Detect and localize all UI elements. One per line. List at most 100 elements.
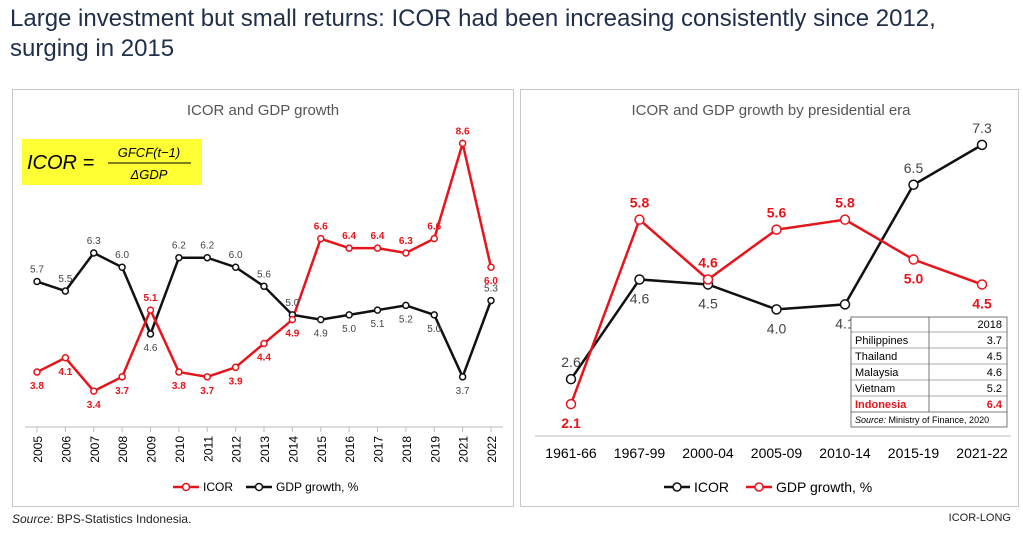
gdp-data-label: 5.6 xyxy=(257,269,271,280)
inset-value-highlight: 6.4 xyxy=(987,399,1003,411)
icor-data-label: 3.9 xyxy=(229,376,243,387)
icor-point xyxy=(976,139,988,151)
legend-icor-label: ICOR xyxy=(694,479,729,495)
icor-point xyxy=(458,139,467,148)
legend-left: ICOR GDP growth, % xyxy=(173,480,359,494)
x-tick-label: 2021 xyxy=(457,436,471,463)
inset-table-header: 2018 xyxy=(978,319,1002,331)
gdp-data-label: 6.0 xyxy=(115,250,129,261)
icor-gdp-chart-panel: ICOR and GDP growth ICOR = GFCF(t−1) ΔGD… xyxy=(12,89,514,507)
x-tick-label: 2014 xyxy=(286,436,300,463)
icor-data-label: 4.5 xyxy=(698,295,718,311)
formula-box: ICOR = GFCF(t−1) ΔGDP xyxy=(22,139,202,185)
icor-point xyxy=(373,244,382,252)
gdp-point xyxy=(146,330,155,338)
gdp-data-label: 5.0 xyxy=(342,324,356,335)
gdp-data-label: 4.9 xyxy=(314,329,328,340)
x-tick-label: 2005 xyxy=(31,436,45,463)
x-tick-label: 1967-99 xyxy=(614,445,666,461)
icor-point xyxy=(231,363,240,372)
inset-value: 5.2 xyxy=(987,383,1002,395)
formula-numerator: GFCF(t−1) xyxy=(118,145,180,160)
icor-data-label: 6.3 xyxy=(399,236,413,247)
gdp-point xyxy=(33,277,41,286)
gdp-data-label: 6.2 xyxy=(200,241,214,252)
icor-point xyxy=(260,339,268,348)
gdp-point xyxy=(702,274,714,285)
chart-title: ICOR and GDP growth xyxy=(187,102,339,119)
gdp-point xyxy=(317,315,325,324)
icor-gdp-line-chart: ICOR and GDP growth ICOR = GFCF(t−1) ΔGD… xyxy=(22,102,503,494)
chart-title: ICOR and GDP growth by presidential era xyxy=(631,102,911,119)
gdp-point xyxy=(430,311,438,319)
gdp-data-label: 5.3 xyxy=(484,284,498,295)
x-tick-label: 2000-04 xyxy=(682,445,734,461)
icor-point xyxy=(175,368,183,376)
gdp-point xyxy=(487,296,495,305)
gdp-point xyxy=(61,287,70,295)
inset-country: Vietnam xyxy=(855,383,895,395)
legend-icor-marker xyxy=(181,482,191,492)
icor-data-label: 4.6 xyxy=(630,290,650,306)
inset-source: Source: Ministry of Finance, 2020 xyxy=(855,415,989,425)
era-line-chart: ICOR and GDP growth by presidential era … xyxy=(535,102,1011,495)
icor-data-label: 4.1 xyxy=(58,367,72,378)
gdp-data-label: 5.8 xyxy=(835,195,855,211)
gdp-data-label: 2.1 xyxy=(561,415,581,431)
icor-data-label: 3.7 xyxy=(115,386,129,397)
x-tick-label: 2018 xyxy=(400,436,414,463)
gdp-point xyxy=(231,263,240,271)
gdp-data-label: 5.7 xyxy=(30,265,44,276)
icor-data-label: 8.6 xyxy=(456,126,470,137)
icor-data-label: 2.6 xyxy=(561,354,581,370)
legend-right: ICOR GDP growth, % xyxy=(664,479,872,495)
x-tick-label: 2021-22 xyxy=(956,445,1008,461)
source-label: Source: xyxy=(12,512,54,526)
inset-country: Philippines xyxy=(855,335,909,347)
icor-data-label: 6.5 xyxy=(904,160,924,176)
formula-lhs: ICOR = xyxy=(27,152,94,174)
gdp-data-label: 4.6 xyxy=(698,254,718,270)
icor-data-label: 6.4 xyxy=(342,231,356,242)
icor-data-label: 6.6 xyxy=(427,222,441,233)
gdp-point xyxy=(203,253,211,262)
icor-data-label: 4.4 xyxy=(257,352,271,363)
x-tick-label: 2008 xyxy=(116,436,130,463)
icor-point xyxy=(908,179,919,191)
x-tick-label: 2015-19 xyxy=(888,445,940,461)
source-text: BPS-Statistics Indonesia. xyxy=(53,512,192,526)
legend-gdp-label: GDP growth, % xyxy=(276,480,359,494)
footer-tag: ICOR-LONG xyxy=(948,512,1011,524)
gdp-point xyxy=(771,224,782,235)
inset-table: 2018 Philippines 3.7 Thailand 4.5 Malays… xyxy=(850,316,1008,428)
gdp-point xyxy=(373,306,382,314)
gdp-data-label: 3.7 xyxy=(456,386,470,397)
legend-gdp-marker xyxy=(754,482,764,492)
x-tick-label: 2022 xyxy=(485,436,499,463)
gdp-data-label: 5.6 xyxy=(767,205,787,221)
gdp-point xyxy=(402,301,410,310)
gdp-point xyxy=(260,282,268,291)
icor-data-label: 6.6 xyxy=(314,222,328,233)
era-chart-panel: ICOR and GDP growth by presidential era … xyxy=(520,89,1019,507)
gdp-data-label: 4.6 xyxy=(144,343,158,354)
icor-point xyxy=(565,373,577,385)
gdp-point xyxy=(458,373,467,381)
inset-country: Thailand xyxy=(855,351,897,363)
inset-value: 3.7 xyxy=(987,335,1002,347)
gdp-data-label: 6.2 xyxy=(172,241,186,252)
inset-source-label: Source: xyxy=(855,415,887,425)
icor-point xyxy=(146,306,155,314)
inset-country: Malaysia xyxy=(855,367,899,379)
x-tick-label: 2010-14 xyxy=(819,445,871,461)
gdp-data-label: 5.2 xyxy=(399,314,413,325)
inset-country-highlight: Indonesia xyxy=(855,399,907,411)
icor-point xyxy=(634,274,645,285)
icor-point xyxy=(90,387,98,395)
x-tick-label: 2009 xyxy=(145,436,159,463)
gdp-data-label: 6.3 xyxy=(87,236,101,247)
page-title: Large investment but small returns: ICOR… xyxy=(10,5,936,62)
icor-point xyxy=(288,315,297,324)
x-tick-label: 2016 xyxy=(343,436,357,463)
x-tick-label: 2006 xyxy=(59,436,73,463)
